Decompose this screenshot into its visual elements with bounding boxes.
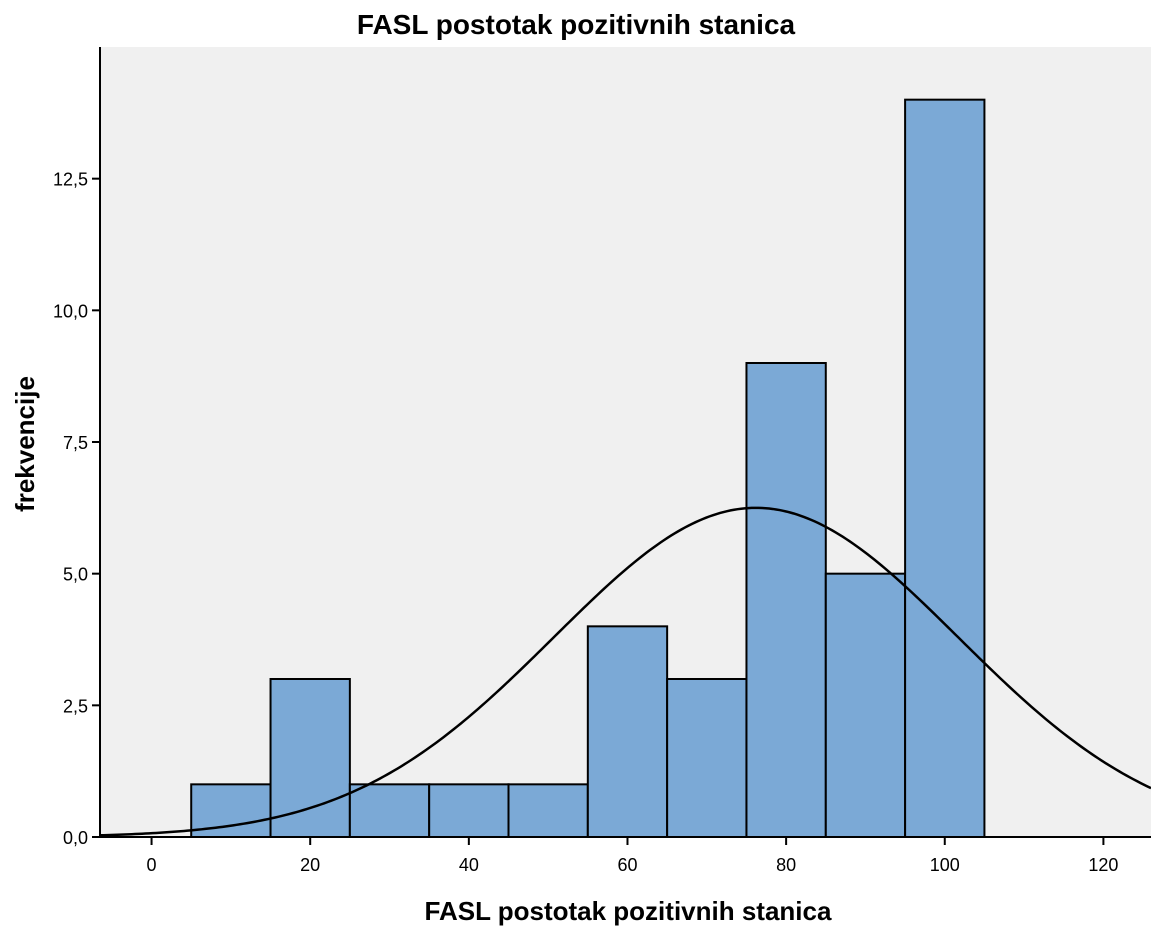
histogram-bar-7 xyxy=(666,678,748,838)
chart-title: FASL postotak pozitivnih stanica xyxy=(357,9,796,40)
histogram-bar-8 xyxy=(745,362,827,838)
x-tick-label: 0 xyxy=(147,855,157,875)
y-axis-title: frekvencije xyxy=(10,376,40,512)
y-tick-label: 0,0 xyxy=(63,828,88,848)
histogram-bar-10 xyxy=(904,98,986,838)
x-axis-title: FASL postotak pozitivnih stanica xyxy=(425,896,832,926)
y-tick-label: 2,5 xyxy=(63,696,88,716)
ticks-layer: 0 20 40 60 80 100 120 0,0 2,5 5,0 7,5 10,0 12,5 xyxy=(53,170,1118,875)
histogram-bar-9 xyxy=(824,572,907,839)
x-tick-label: 40 xyxy=(459,855,479,875)
y-tick-label: 10,0 xyxy=(53,301,88,321)
bars-layer xyxy=(190,98,986,839)
y-tick-label: 12,5 xyxy=(53,170,88,190)
histogram-bar-4 xyxy=(428,783,510,838)
y-tick-label: 5,0 xyxy=(63,565,88,585)
histogram-bar-3 xyxy=(348,783,431,838)
histogram-bar-6 xyxy=(586,625,669,838)
x-tick-label: 120 xyxy=(1088,855,1118,875)
histogram-bar-5 xyxy=(507,783,589,838)
x-tick-label: 60 xyxy=(617,855,637,875)
x-tick-label: 80 xyxy=(776,855,796,875)
histogram-bar-2 xyxy=(269,678,351,838)
y-tick-label: 7,5 xyxy=(63,433,88,453)
x-tick-label: 100 xyxy=(930,855,960,875)
normal-curve xyxy=(99,506,1151,837)
x-tick-label: 20 xyxy=(300,855,320,875)
